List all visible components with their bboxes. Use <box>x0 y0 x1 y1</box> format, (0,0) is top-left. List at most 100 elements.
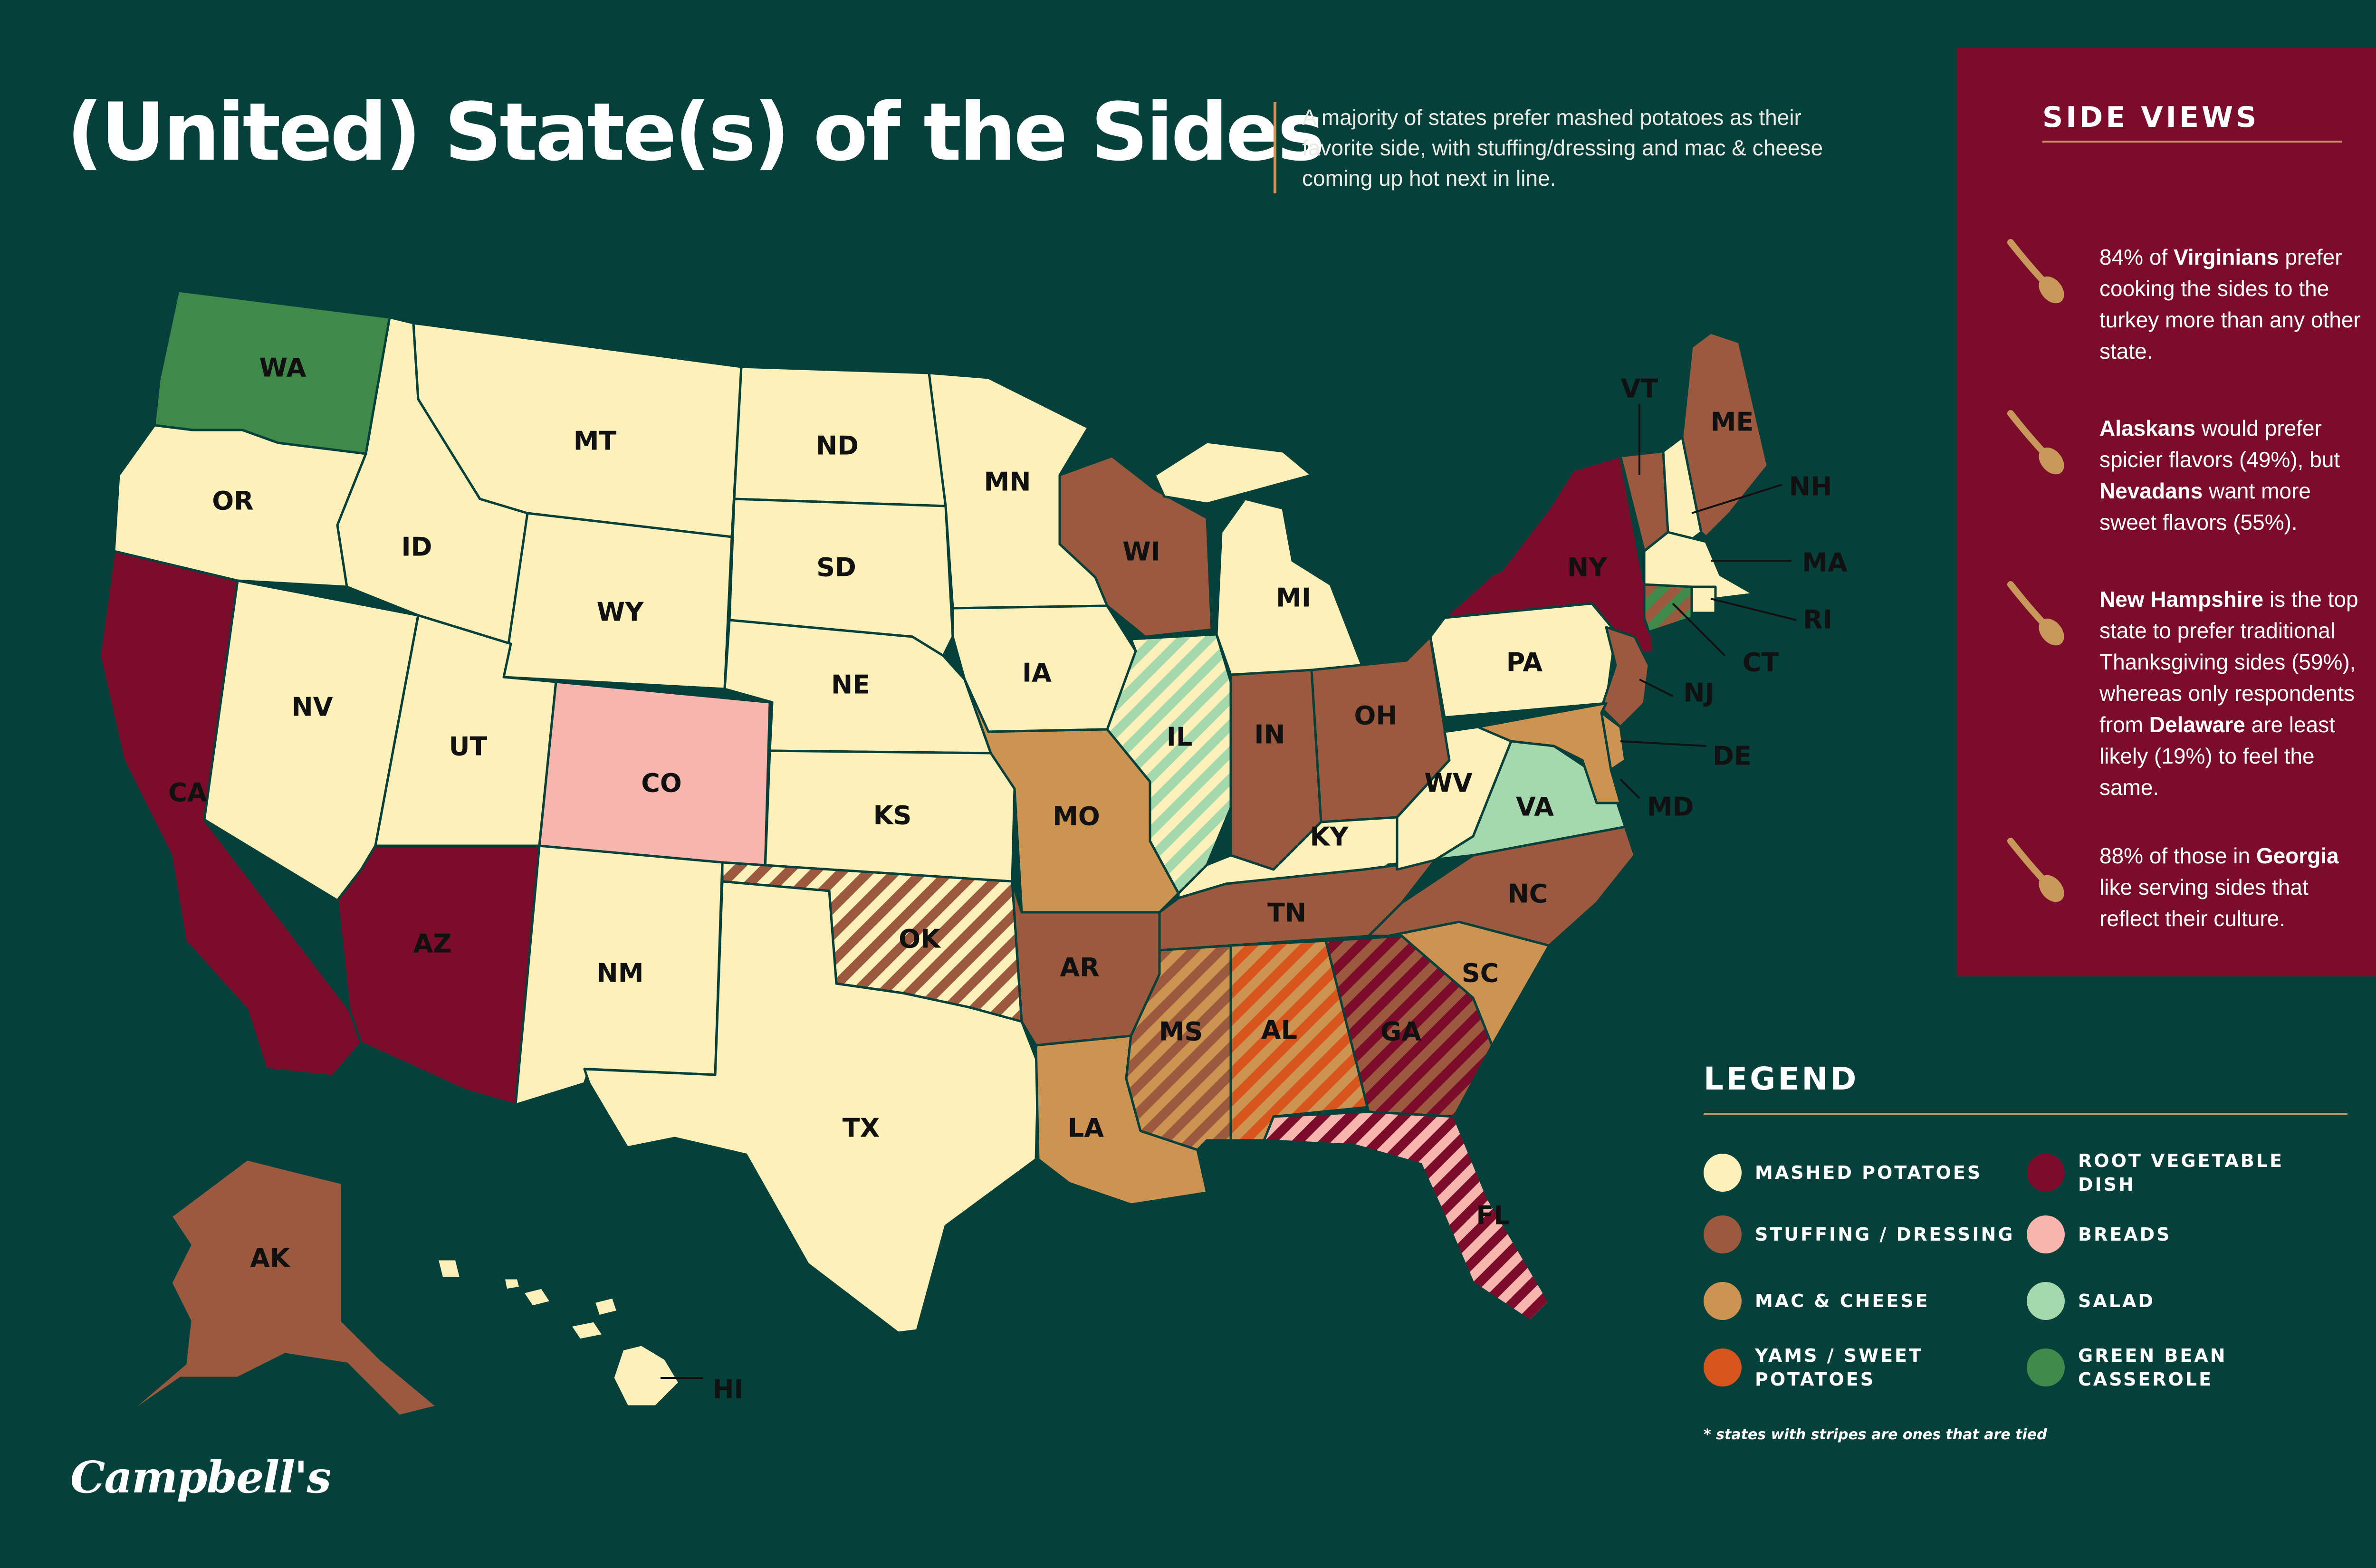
state-ak <box>117 1158 439 1422</box>
legend-item: SALAD <box>2027 1282 2350 1320</box>
legend-label: SALAD <box>2078 1291 2155 1311</box>
state-label-tn: TN <box>1267 898 1306 928</box>
state-label-mt: MT <box>574 426 617 456</box>
legend-swatch <box>2027 1348 2065 1386</box>
state-label-md: MD <box>1647 792 1694 822</box>
fact-text: want more sweet flavors (55%). <box>2099 478 2311 535</box>
state-label-sc: SC <box>1462 958 1499 988</box>
spoon-icon <box>2007 581 2064 646</box>
legend-swatch <box>2027 1282 2065 1320</box>
leader-nj <box>1639 679 1673 697</box>
state-label-nm: NM <box>597 958 644 988</box>
state-label-nj: NJ <box>1683 678 1714 708</box>
state-label-hi: HI <box>712 1375 743 1405</box>
state-label-sd: SD <box>816 553 856 583</box>
legend-footnote: * states with stripes are ones that are … <box>1704 1426 2047 1443</box>
state-label-ga: GA <box>1380 1017 1421 1047</box>
legend-title: LEGEND <box>1704 1061 1859 1097</box>
legend-swatch <box>1704 1154 1742 1192</box>
legend-label: BREADS <box>2078 1224 2172 1245</box>
state-label-in: IN <box>1254 720 1285 750</box>
fact-highlight: Virginians <box>2174 245 2279 269</box>
state-label-nc: NC <box>1508 879 1548 909</box>
legend-swatch <box>1704 1348 1742 1386</box>
state-label-nd: ND <box>816 431 859 461</box>
state-ks <box>764 749 1016 883</box>
state-label-va: VA <box>1516 792 1554 822</box>
state-label-pa: PA <box>1506 648 1543 678</box>
state-hi <box>521 1286 681 1408</box>
legend-swatch <box>2027 1154 2065 1192</box>
state-label-ak: AK <box>250 1243 291 1273</box>
state-fl <box>1263 1110 1551 1322</box>
intro-text: A majority of states prefer mashed potat… <box>1274 102 1825 193</box>
legend-item: MASHED POTATOES <box>1704 1154 2027 1192</box>
state-ny <box>1443 455 1655 662</box>
leader-lines <box>661 404 1797 1379</box>
fact-text: would prefer spicier flavors (49%), but <box>2099 416 2340 472</box>
fact-highlight: Nevadans <box>2099 478 2203 503</box>
state-label-ne: NE <box>831 670 870 700</box>
fact-highlight: Alaskans <box>2099 416 2196 440</box>
state-label-ia: IA <box>1022 658 1052 688</box>
state-label-vt: VT <box>1621 374 1658 404</box>
leader-ri <box>1710 598 1797 621</box>
state-label-ar: AR <box>1060 953 1099 983</box>
state-label-wa: WA <box>259 353 307 383</box>
state-label-nh: NH <box>1789 472 1832 502</box>
state-label-ok: OK <box>899 924 941 954</box>
state-tx <box>583 880 1040 1334</box>
state-label-wv: WV <box>1424 768 1473 798</box>
state-hi-islets <box>436 1258 522 1291</box>
state-label-mi: MI <box>1276 583 1311 613</box>
leader-md <box>1619 778 1640 799</box>
fact-text: 84% of <box>2099 245 2174 269</box>
legend-item: ROOT VEGETABLE DISH <box>2027 1150 2350 1195</box>
state-label-wy: WY <box>597 597 644 627</box>
state-label-nv: NV <box>292 692 333 722</box>
spoon-icon <box>2007 838 2064 902</box>
state-label-la: LA <box>1068 1113 1104 1143</box>
legend-item: MAC & CHEESE <box>1704 1282 2027 1320</box>
legend-divider <box>1704 1113 2347 1115</box>
legend-label: MASHED POTATOES <box>1755 1162 1983 1183</box>
state-label-tx: TX <box>843 1113 880 1143</box>
side-view-fact: Alaskans would prefer spicier flavors (4… <box>2099 412 2366 538</box>
state-wi <box>1058 455 1213 638</box>
leader-ct <box>1672 602 1726 657</box>
fact-text: like serving sides that reflect their cu… <box>2099 875 2309 931</box>
side-views-divider <box>2042 141 2342 143</box>
state-label-il: IL <box>1167 722 1193 752</box>
leader-de <box>1620 740 1706 747</box>
legend-swatch <box>1704 1215 1742 1253</box>
fact-text: 88% of those in <box>2099 843 2256 868</box>
state-label-co: CO <box>641 768 682 798</box>
legend-label: MAC & CHEESE <box>1755 1291 1930 1311</box>
legend-label: STUFFING / DRESSING <box>1755 1224 2015 1245</box>
page-title: (United) State(s) of the Sides <box>67 86 1325 179</box>
fact-highlight: Delaware <box>2149 712 2245 737</box>
state-label-ms: MS <box>1159 1017 1203 1047</box>
side-view-fact: 88% of those in Georgia like serving sid… <box>2099 840 2366 934</box>
state-label-ut: UT <box>449 732 488 762</box>
side-view-fact: 84% of Virginians prefer cooking the sid… <box>2099 241 2366 367</box>
state-label-wi: WI <box>1122 537 1160 567</box>
state-label-id: ID <box>402 532 432 562</box>
state-label-ri: RI <box>1803 605 1832 635</box>
state-label-fl: FL <box>1476 1201 1510 1231</box>
side-views-panel: SIDE VIEWS 84% of Virginians prefer cook… <box>1957 48 2376 976</box>
legend-item: YAMS / SWEET POTATOES <box>1704 1345 2027 1390</box>
state-label-or: OR <box>212 486 254 516</box>
campbells-logo: Campbell's <box>70 1452 331 1503</box>
state-label-ma: MA <box>1802 548 1848 578</box>
state-label-al: AL <box>1261 1015 1297 1045</box>
legend-swatch <box>1704 1282 1742 1320</box>
state-label-ny: NY <box>1567 553 1608 583</box>
fact-text: is the top state to prefer traditional T… <box>2099 587 2358 737</box>
legend-item: STUFFING / DRESSING <box>1704 1215 2027 1253</box>
state-label-de: DE <box>1713 741 1752 771</box>
legend-item: GREEN BEAN CASSEROLE <box>2027 1345 2350 1390</box>
spoon-icon <box>2007 239 2064 304</box>
state-label-mo: MO <box>1053 802 1100 832</box>
